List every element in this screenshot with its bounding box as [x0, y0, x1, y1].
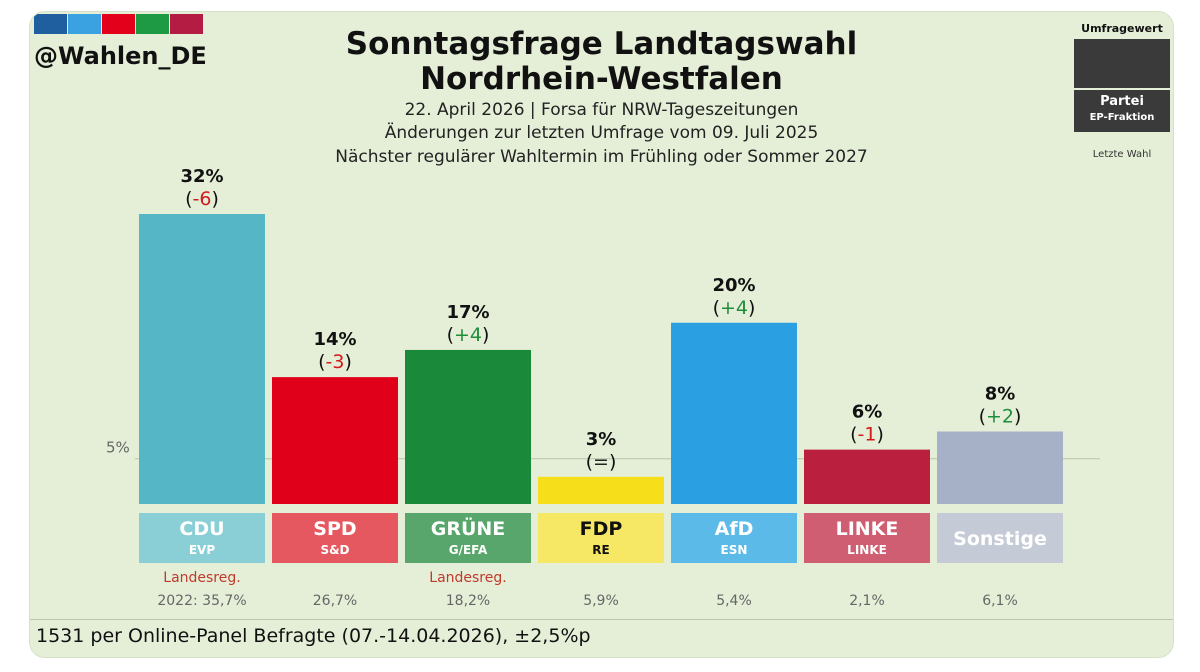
last-election-spd: 26,7% — [313, 593, 357, 609]
party-box-sonstige — [937, 513, 1063, 563]
bar-fdp — [538, 476, 664, 504]
party-group-fdp: RE — [592, 543, 609, 557]
government-label-grüne: Landesreg. — [429, 570, 506, 586]
change-label-grüne: (+4) — [447, 324, 490, 346]
chart-title-line1: Sonntagsfrage Landtagswahl — [345, 26, 858, 62]
bar-spd — [272, 377, 398, 504]
party-name-fdp: FDP — [580, 518, 623, 540]
color-stripe-4 — [170, 14, 203, 34]
last-election-linke: 2,1% — [849, 593, 885, 609]
party-box-spd — [272, 513, 398, 563]
party-color-stripes — [34, 14, 204, 34]
threshold-label: 5% — [106, 439, 130, 457]
account-handle: @Wahlen_DE — [34, 42, 207, 70]
bar-grüne — [405, 349, 531, 504]
government-label-cdu: Landesreg. — [163, 570, 240, 586]
party-name-sonstige: Sonstige — [953, 528, 1047, 550]
value-label-grüne: 17% — [446, 302, 489, 323]
change-label-sonstige: (+2) — [979, 406, 1022, 428]
legend-title: Umfragewert — [1081, 22, 1163, 35]
change-label-linke: (-1) — [850, 424, 884, 446]
change-label-cdu: (-6) — [185, 188, 219, 210]
last-election-sonstige: 6,1% — [982, 593, 1018, 609]
last-election-grüne: 18,2% — [446, 593, 490, 609]
value-label-afd: 20% — [712, 275, 755, 296]
chart-subtitle-source: 22. April 2026 | Forsa für NRW-Tageszeit… — [404, 100, 799, 120]
legend-last-election: Letzte Wahl — [1092, 149, 1152, 160]
legend-value-box — [1074, 39, 1170, 88]
party-group-linke: LINKE — [847, 543, 887, 557]
chart-card: @Wahlen_DE Sonntagsfrage Landtagswahl No… — [29, 11, 1174, 658]
party-box-cdu — [139, 513, 265, 563]
party-name-cdu: CDU — [179, 518, 224, 540]
chart-subtitle-changes: Änderungen zur letzten Umfrage vom 09. J… — [384, 123, 819, 143]
party-name-afd: AfD — [715, 518, 754, 540]
party-group-cdu: EVP — [189, 543, 215, 557]
bar-linke — [804, 449, 930, 504]
party-box-fdp — [538, 513, 664, 563]
last-election-afd: 5,4% — [716, 593, 752, 609]
party-name-grüne: GRÜNE — [431, 516, 506, 540]
value-label-spd: 14% — [313, 329, 356, 350]
chart-subtitle-next-election: Nächster regulärer Wahltermin im Frühlin… — [335, 147, 868, 167]
change-label-fdp: (=) — [586, 451, 617, 473]
bar-cdu — [139, 214, 265, 504]
color-stripe-3 — [136, 14, 169, 34]
last-election-fdp: 5,9% — [583, 593, 619, 609]
party-group-grüne: G/EFA — [449, 543, 488, 557]
legend-group-label: EP-Fraktion — [1089, 112, 1155, 123]
color-stripe-1 — [68, 14, 101, 34]
bar-afd — [671, 322, 797, 504]
value-label-fdp: 3% — [586, 429, 617, 450]
party-box-linke — [804, 513, 930, 563]
color-stripe-0 — [34, 14, 67, 34]
party-group-afd: ESN — [721, 543, 748, 557]
party-group-spd: S&D — [320, 543, 349, 557]
party-box-afd — [671, 513, 797, 563]
chart-title-line2: Nordrhein-Westfalen — [420, 61, 783, 97]
footer-note: 1531 per Online-Panel Befragte (07.-14.0… — [36, 625, 591, 647]
footer-divider — [30, 619, 1173, 620]
change-label-spd: (-3) — [318, 351, 352, 373]
change-label-afd: (+4) — [713, 297, 756, 319]
legend-party-box: Partei EP-Fraktion — [1074, 90, 1170, 132]
last-election-cdu: 2022: 35,7% — [157, 593, 246, 609]
party-name-linke: LINKE — [836, 518, 899, 540]
legend-party-label: Partei — [1100, 94, 1144, 109]
color-stripe-2 — [102, 14, 135, 34]
party-name-spd: SPD — [313, 518, 356, 540]
value-label-cdu: 32% — [180, 166, 223, 187]
value-label-sonstige: 8% — [985, 384, 1016, 405]
bar-sonstige — [937, 431, 1063, 504]
value-label-linke: 6% — [852, 402, 883, 423]
party-box-grüne — [405, 513, 531, 563]
